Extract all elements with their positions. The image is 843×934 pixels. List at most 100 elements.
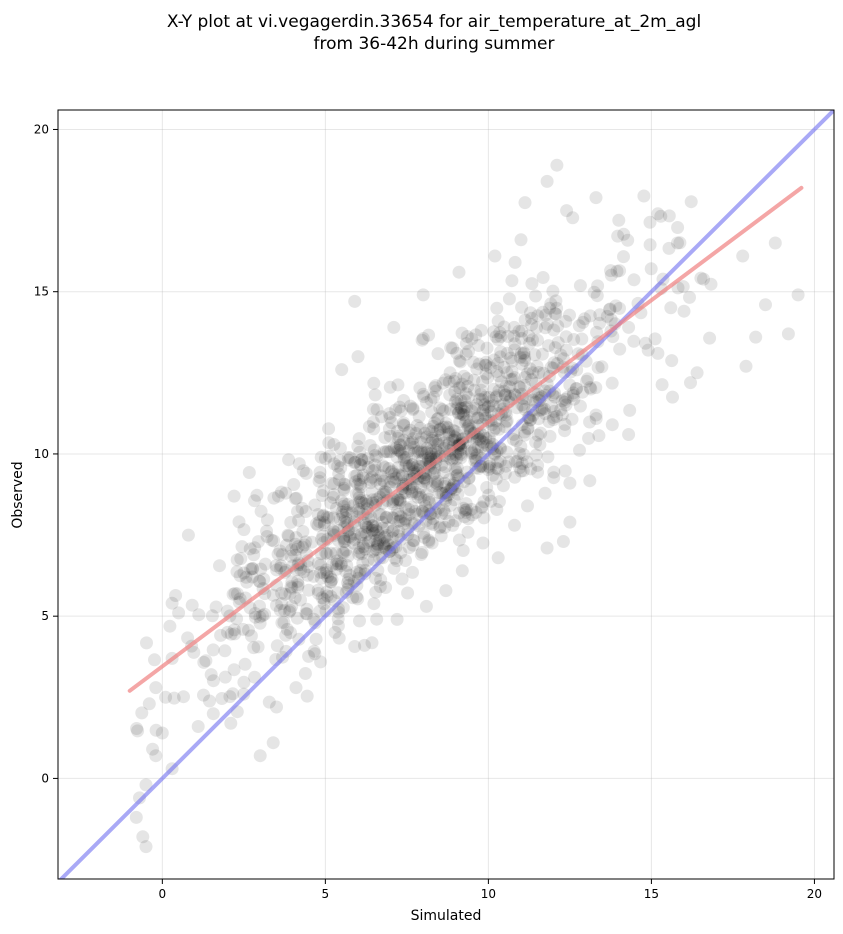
data-point [327,477,341,491]
data-point [365,485,379,499]
data-point [438,460,452,474]
data-point [531,309,545,323]
data-point [140,636,153,650]
data-point [477,403,491,417]
data-point [367,543,381,557]
data-point [511,454,524,468]
data-point [485,394,499,408]
data-point [310,517,323,531]
data-point [609,299,623,313]
data-point [253,616,267,630]
data-point [356,556,370,570]
data-point [377,485,391,499]
data-point [402,503,416,516]
data-point [422,533,436,547]
data-point [251,640,265,654]
data-point [366,402,380,416]
data-point [299,466,313,480]
data-point [627,334,641,348]
data-point [288,591,302,605]
data-point [316,529,330,543]
data-point [408,517,422,531]
data-point [318,452,332,466]
data-point [253,599,266,613]
data-point [559,392,572,406]
data-point [320,510,334,524]
data-point [459,505,473,519]
data-point [480,481,494,494]
data-point [352,473,366,487]
data-point [338,534,352,548]
data-point [351,350,365,364]
data-point [383,445,397,459]
data-point [703,331,717,345]
data-point [462,418,476,432]
data-point [373,580,387,594]
data-point [452,265,466,279]
data-point [448,395,462,409]
data-point [402,462,416,476]
data-point [287,478,301,491]
data-point [558,464,572,478]
data-point [514,440,528,453]
data-point [459,387,473,401]
data-point [420,487,434,501]
data-point [406,458,420,472]
data-point [355,547,369,561]
data-point [299,535,313,549]
data-point [500,346,514,360]
data-point [410,419,424,432]
data-point [351,592,365,606]
data-point [498,467,512,480]
data-point [279,538,293,552]
data-point [487,423,500,437]
data-point [651,346,665,360]
data-point [505,274,519,288]
data-point [415,453,429,467]
data-point [551,336,565,350]
data-point [391,431,405,445]
data-point [197,688,210,702]
data-point [531,465,545,479]
data-point [390,424,404,438]
data-point [516,464,530,478]
data-point [432,434,446,447]
data-point [444,341,458,355]
data-point [385,511,399,524]
data-point [313,565,327,579]
data-point [424,507,438,521]
data-point [406,401,420,415]
data-point [366,524,379,537]
data-point [316,508,330,522]
data-point [461,512,475,526]
data-point [462,344,475,358]
data-point [429,443,443,457]
data-point [412,487,426,501]
data-point [456,544,470,557]
data-point [367,526,381,540]
data-point [431,347,445,361]
data-point [377,445,391,459]
data-point [502,292,516,306]
data-point [385,524,399,538]
data-point [246,562,260,575]
data-point [367,597,381,611]
data-point [320,585,334,599]
data-point [474,383,488,397]
data-point [399,501,412,514]
data-point [547,404,561,418]
data-point [391,492,405,506]
data-point [450,428,464,442]
data-point [497,320,511,334]
data-point [437,420,451,434]
data-point [467,383,481,397]
data-point [165,596,179,610]
data-point [643,215,657,229]
data-point [583,309,597,323]
data-point [274,559,288,573]
data-point [393,445,407,459]
data-point [352,490,366,504]
data-point [299,607,313,621]
data-point [270,598,283,612]
data-point [418,472,432,486]
